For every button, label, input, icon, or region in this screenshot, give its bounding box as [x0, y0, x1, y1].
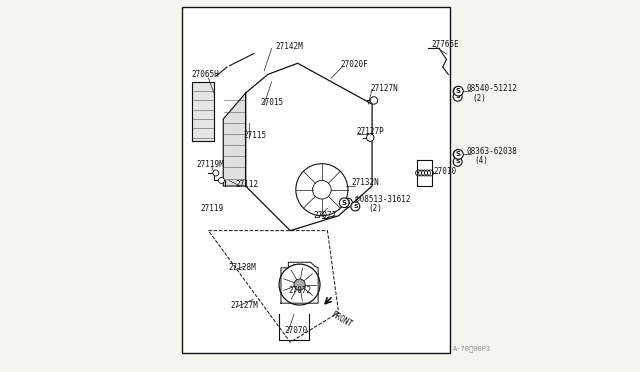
- Text: S: S: [353, 204, 358, 209]
- Circle shape: [218, 177, 225, 183]
- Bar: [182, 7, 450, 353]
- Text: 27115: 27115: [244, 131, 267, 140]
- Text: 27015: 27015: [260, 98, 284, 107]
- Text: S: S: [455, 159, 460, 164]
- Text: 27072: 27072: [289, 286, 312, 295]
- Polygon shape: [191, 82, 214, 141]
- Text: S: S: [342, 200, 347, 206]
- Circle shape: [294, 279, 305, 290]
- Text: S: S: [346, 200, 350, 205]
- Text: (2): (2): [369, 204, 382, 213]
- Circle shape: [213, 170, 219, 176]
- Text: 27065H: 27065H: [191, 70, 220, 79]
- Text: 27119M: 27119M: [196, 160, 224, 169]
- Text: S: S: [455, 152, 460, 157]
- Text: (4): (4): [474, 156, 488, 165]
- Circle shape: [279, 264, 320, 305]
- Text: S: S: [456, 88, 461, 94]
- Text: 27765E: 27765E: [431, 40, 460, 49]
- Text: 27010: 27010: [433, 167, 456, 176]
- Circle shape: [454, 150, 463, 159]
- Text: S: S: [455, 94, 460, 99]
- Text: 27112: 27112: [236, 180, 259, 189]
- Text: A⋅70：00P3: A⋅70：00P3: [453, 345, 491, 352]
- Text: 27128M: 27128M: [229, 263, 257, 272]
- Polygon shape: [223, 93, 246, 186]
- Circle shape: [339, 198, 349, 208]
- Text: 27070: 27070: [285, 326, 308, 335]
- Text: (2): (2): [472, 94, 486, 103]
- Text: 27132N: 27132N: [351, 178, 380, 187]
- Circle shape: [370, 97, 378, 104]
- Circle shape: [351, 202, 360, 211]
- Text: FRONT: FRONT: [330, 310, 354, 329]
- Circle shape: [453, 157, 462, 166]
- Text: 27020F: 27020F: [340, 60, 368, 69]
- Text: S: S: [455, 89, 460, 94]
- Text: 27119: 27119: [200, 204, 223, 213]
- Circle shape: [453, 87, 462, 96]
- Text: 27127P: 27127P: [356, 127, 384, 136]
- Text: 27077: 27077: [314, 211, 337, 220]
- Circle shape: [367, 134, 374, 141]
- Text: 08363-62038: 08363-62038: [467, 147, 518, 155]
- Text: 27127N: 27127N: [370, 84, 398, 93]
- Circle shape: [453, 150, 462, 159]
- Text: ®08513-31612: ®08513-31612: [355, 195, 411, 203]
- Text: S: S: [456, 151, 461, 157]
- Circle shape: [453, 92, 462, 101]
- Text: 08540-51212: 08540-51212: [467, 84, 518, 93]
- Text: 27142M: 27142M: [275, 42, 303, 51]
- Text: 27127M: 27127M: [231, 301, 259, 310]
- Circle shape: [344, 198, 353, 207]
- Circle shape: [454, 86, 463, 96]
